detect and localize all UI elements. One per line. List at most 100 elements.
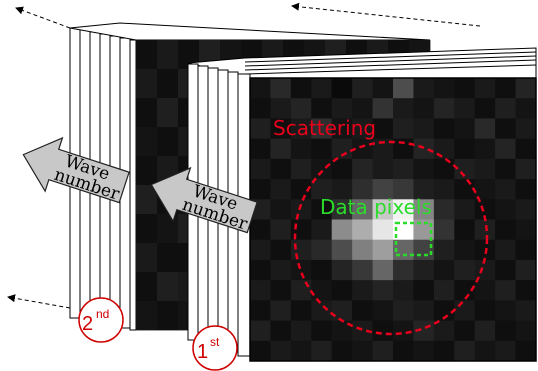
guide-bottom-left — [7, 294, 71, 309]
front-image-pixel — [515, 199, 537, 220]
back-image-pixel — [136, 40, 158, 70]
front-image-pixel — [270, 78, 292, 99]
front-image-pixel — [290, 300, 312, 321]
front-image-pixel — [331, 239, 353, 261]
front-image-pixel — [331, 280, 353, 301]
front-image-pixel — [250, 300, 271, 321]
data-pixels-box — [394, 221, 433, 257]
back-image-pixel — [136, 69, 158, 99]
front-image-pixel — [515, 219, 537, 241]
front-image-pixel — [454, 78, 476, 99]
badge-second-number: 2 — [82, 313, 93, 335]
front-image-pixel — [393, 300, 414, 321]
front-image-pixel — [474, 300, 496, 321]
front-image-pixel — [515, 300, 537, 321]
front-image-pixel — [331, 219, 353, 241]
front-image-pixel — [515, 259, 537, 281]
badge-first: 1 st — [192, 325, 238, 371]
front-image-pixel — [413, 259, 435, 281]
front-image-pixel — [270, 320, 292, 342]
front-image-pixel — [372, 239, 394, 261]
front-image-pixel — [270, 340, 292, 362]
front-image-pixel — [352, 239, 373, 261]
front-image-pixel — [311, 138, 333, 160]
front-image-pixel — [515, 118, 537, 140]
front-image-pixel — [311, 158, 333, 180]
scattering-label: Scattering — [273, 116, 376, 140]
front-image-pixel — [290, 259, 312, 281]
front-image-pixel — [495, 280, 516, 301]
front-image-pixel — [393, 179, 414, 200]
front-image-pixel — [352, 199, 373, 220]
front-image-pixel — [393, 259, 414, 281]
front-image-pixel — [331, 138, 353, 160]
front-image-pixel — [413, 179, 435, 200]
front-image-pixel — [290, 78, 312, 99]
front-image-pixel — [331, 340, 353, 362]
front-image-pixel — [495, 340, 516, 362]
front-image-pixel — [474, 158, 496, 180]
front-image-pixel — [433, 118, 455, 140]
front-image-pixel — [250, 98, 271, 119]
front-image-pixel — [331, 158, 353, 180]
back-image-pixel — [157, 272, 179, 302]
front-image-pixel — [454, 300, 476, 321]
front-image-pixel — [495, 98, 516, 119]
front-image-pixel — [250, 138, 271, 160]
front-image-pixel — [413, 199, 435, 220]
front-image-pixel — [433, 300, 455, 321]
front-image-pixel — [290, 239, 312, 261]
front-image-pixel — [474, 138, 496, 160]
back-image-pixel — [136, 214, 158, 244]
front-image-pixel — [270, 118, 292, 140]
front-image-pixel — [413, 78, 435, 99]
front-image-pixel — [270, 138, 292, 160]
front-image-pixel — [495, 239, 516, 261]
back-image-pixel — [136, 156, 158, 186]
front-image-pixel — [270, 300, 292, 321]
wave-number-arrow-first[interactable]: Wave number — [143, 158, 261, 244]
front-image-pixel — [454, 118, 476, 140]
front-image-pixel — [311, 179, 333, 200]
front-image-pixel — [433, 179, 455, 200]
front-image-pixel — [433, 199, 455, 220]
front-image-pixel — [433, 138, 455, 160]
front-image-pixel — [372, 118, 394, 140]
front-image-pixel — [515, 78, 537, 99]
wave-number-arrow-second[interactable]: Wave number — [15, 128, 133, 214]
front-image-pixel — [311, 320, 333, 342]
front-image-pixel — [433, 98, 455, 119]
front-image-pixel — [331, 78, 353, 99]
front-image-pixel — [433, 340, 455, 362]
front-image-pixel — [311, 239, 333, 261]
front-image-pixel — [413, 300, 435, 321]
front-image-pixel — [270, 179, 292, 200]
front-image-pixel — [250, 219, 271, 241]
badge-first-number: 1 — [197, 341, 208, 363]
badge-second-circle — [78, 297, 124, 343]
front-image-pixel — [413, 239, 435, 261]
front-image-pixel — [495, 158, 516, 180]
front-image-pixel — [495, 259, 516, 281]
front-image-pixel — [311, 98, 333, 119]
front-image-pixel — [331, 118, 353, 140]
front-image-pixel — [515, 280, 537, 301]
front-image-pixel — [290, 340, 312, 362]
front-image-pixel — [352, 78, 373, 99]
front-image-pixel — [270, 239, 292, 261]
front-image-pixel — [393, 340, 414, 362]
front-image-pixel — [372, 320, 394, 342]
front-image-pixel — [454, 320, 476, 342]
front-image-pixel — [454, 219, 476, 241]
front-image-pixel — [372, 199, 394, 220]
front-image-pixel — [474, 98, 496, 119]
front-image-pixel — [393, 158, 414, 180]
front-image-pixel — [372, 259, 394, 281]
front-image-pixel — [474, 118, 496, 140]
front-image-pixel — [393, 320, 414, 342]
front-image-pixel — [495, 78, 516, 99]
front-image-pixel — [290, 98, 312, 119]
front-image-pixel — [372, 98, 394, 119]
front-image-pixel — [311, 118, 333, 140]
